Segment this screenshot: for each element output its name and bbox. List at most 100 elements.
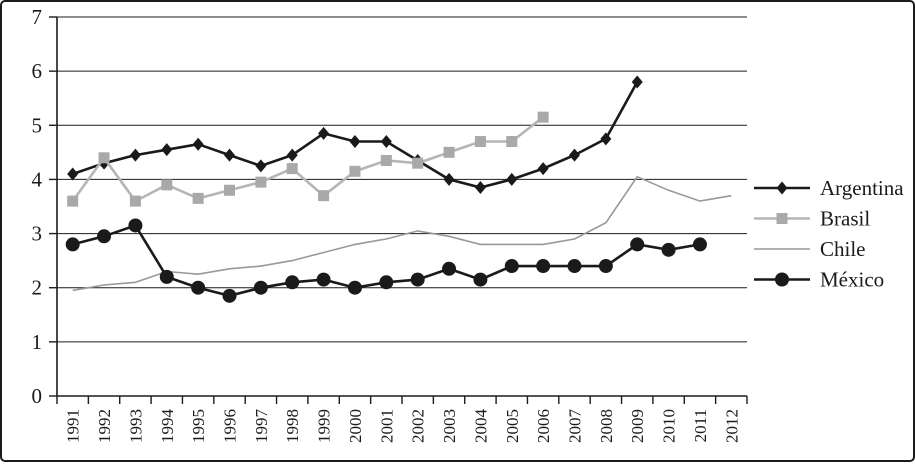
y-axis-tick-label: 3 xyxy=(32,222,43,246)
marker-argentina-2006 xyxy=(537,162,549,176)
x-axis-year-label: 1993 xyxy=(126,409,145,443)
series-line-chile xyxy=(72,175,732,292)
marker-brasil-1992 xyxy=(98,152,110,164)
marker-mxico-1991 xyxy=(65,237,80,252)
marker-mxico-1995 xyxy=(191,280,206,295)
marker-brasil-2001 xyxy=(380,154,392,166)
circle-icon-shape xyxy=(775,272,789,287)
y-axis-tick-label: 6 xyxy=(32,59,43,83)
marker-mxico-2008 xyxy=(598,259,613,274)
x-axis-year-label: 2012 xyxy=(722,409,741,443)
marker-argentina-1993 xyxy=(129,148,141,162)
marker-argentina-2008 xyxy=(600,132,612,146)
x-axis-year-label: 1995 xyxy=(189,409,208,443)
marker-mxico-2004 xyxy=(473,272,488,287)
marker-mxico-1998 xyxy=(285,275,300,290)
marker-argentina-1998 xyxy=(286,148,298,162)
square-icon-shape xyxy=(776,213,788,224)
marker-mxico-2005 xyxy=(504,259,519,274)
marker-mxico-2002 xyxy=(410,272,425,287)
x-axis-year-label: 1992 xyxy=(95,409,114,443)
x-axis-year-label: 2001 xyxy=(377,409,396,443)
marker-brasil-1999 xyxy=(318,190,330,202)
x-axis-year-label: 1994 xyxy=(158,409,177,444)
marker-argentina-2003 xyxy=(443,172,455,186)
y-axis-tick-label: 0 xyxy=(32,384,43,408)
marker-mxico-1997 xyxy=(253,280,268,295)
x-axis-year-label: 2010 xyxy=(660,409,679,443)
marker-brasil-2003 xyxy=(443,146,455,158)
legend-label-mxico: México xyxy=(820,268,884,292)
marker-argentina-2000 xyxy=(349,135,361,149)
marker-argentina-2001 xyxy=(380,135,392,149)
marker-brasil-1997 xyxy=(255,176,267,188)
marker-mxico-1992 xyxy=(97,229,112,244)
marker-mxico-1999 xyxy=(316,272,331,287)
marker-brasil-1996 xyxy=(224,184,235,196)
x-axis-year-label: 2009 xyxy=(628,409,647,443)
marker-mxico-2011 xyxy=(692,237,707,252)
y-axis-tick-label: 4 xyxy=(32,167,43,191)
marker-brasil-2006 xyxy=(537,111,549,123)
legend-label-chile: Chile xyxy=(820,237,866,261)
legend-label-brasil: Brasil xyxy=(820,207,870,231)
square-icon xyxy=(776,213,788,224)
x-axis-year-label: 1996 xyxy=(221,409,240,443)
x-axis-year-label: 2008 xyxy=(597,409,616,443)
diamond-icon-shape xyxy=(776,181,788,195)
marker-argentina-2005 xyxy=(506,172,518,186)
x-axis-year-label: 2006 xyxy=(534,409,553,443)
marker-argentina-1996 xyxy=(224,148,235,162)
legend-item-mxico: México xyxy=(754,268,884,292)
y-axis-tick-label: 2 xyxy=(32,276,43,300)
x-axis-year-label: 2002 xyxy=(409,409,428,443)
legend-item-argentina: Argentina xyxy=(754,176,904,200)
x-axis-year-label: 1998 xyxy=(283,409,302,443)
marker-argentina-1999 xyxy=(318,126,330,140)
marker-argentina-1994 xyxy=(161,143,173,157)
x-axis-year-label: 1999 xyxy=(315,409,334,443)
marker-mxico-1993 xyxy=(128,218,143,233)
diamond-icon xyxy=(776,181,788,195)
x-axis-year-label: 2005 xyxy=(503,409,522,443)
marker-mxico-2009 xyxy=(630,237,645,252)
series-line-brasil xyxy=(71,116,544,203)
marker-mxico-1994 xyxy=(159,269,174,284)
marker-brasil-2005 xyxy=(506,136,518,148)
marker-brasil-1993 xyxy=(129,195,141,207)
x-axis-year-label: 2004 xyxy=(471,409,490,444)
x-axis-year-label: 2007 xyxy=(566,409,585,444)
x-axis-year-label: 2011 xyxy=(691,409,710,442)
marker-brasil-2004 xyxy=(474,136,486,148)
marker-argentina-1997 xyxy=(255,159,267,173)
marker-argentina-2004 xyxy=(474,181,486,195)
marker-mxico-2003 xyxy=(442,261,457,276)
x-axis-year-label: 1991 xyxy=(64,409,83,443)
marker-mxico-1996 xyxy=(222,288,237,303)
legend-label-argentina: Argentina xyxy=(820,176,904,200)
marker-argentina-2007 xyxy=(569,148,580,162)
marker-argentina-2009 xyxy=(631,75,643,89)
legend-item-chile: Chile xyxy=(754,237,866,261)
marker-brasil-2002 xyxy=(412,157,424,169)
marker-brasil-1998 xyxy=(286,163,298,175)
marker-argentina-1991 xyxy=(67,167,79,181)
marker-mxico-2006 xyxy=(536,259,551,274)
legend-item-brasil: Brasil xyxy=(754,207,870,231)
x-axis-year-label: 1997 xyxy=(252,409,271,444)
x-axis-year-label: 2003 xyxy=(440,409,459,443)
marker-mxico-2000 xyxy=(347,280,362,295)
x-axis-year-label: 2000 xyxy=(346,409,365,443)
y-axis-tick-label: 1 xyxy=(32,330,43,354)
marker-mxico-2010 xyxy=(661,242,676,257)
marker-mxico-2007 xyxy=(567,259,582,274)
y-axis-tick-label: 5 xyxy=(32,113,43,137)
marker-brasil-1991 xyxy=(67,195,79,207)
marker-brasil-1995 xyxy=(192,192,204,204)
marker-mxico-2001 xyxy=(379,275,394,290)
circle-icon xyxy=(775,272,789,287)
marker-argentina-1995 xyxy=(192,137,204,151)
y-axis-tick-label: 7 xyxy=(32,5,43,29)
